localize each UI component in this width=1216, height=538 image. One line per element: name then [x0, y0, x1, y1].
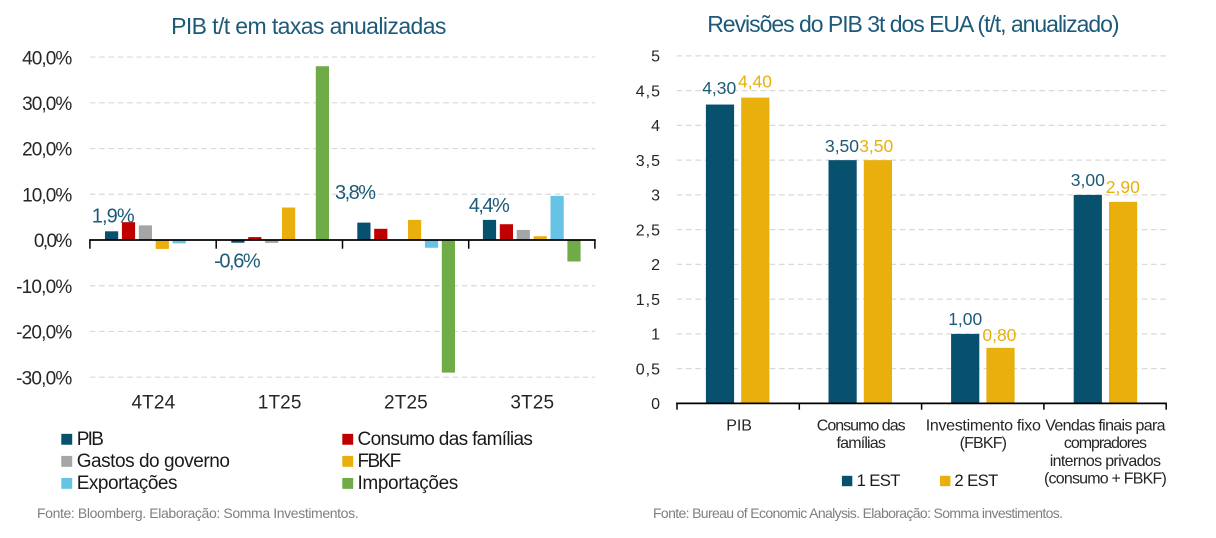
- svg-text:3,50: 3,50: [859, 136, 893, 156]
- svg-text:3: 3: [651, 188, 660, 205]
- svg-text:1,9%: 1,9%: [92, 205, 135, 227]
- svg-text:4: 4: [651, 118, 660, 135]
- svg-text:0: 0: [651, 396, 660, 413]
- svg-text:-10,0%: -10,0%: [16, 277, 72, 298]
- svg-text:famílias: famílias: [837, 435, 886, 452]
- svg-text:10,0%: 10,0%: [22, 185, 72, 206]
- svg-text:FBKF: FBKF: [358, 451, 402, 472]
- svg-text:Investimento fixo: Investimento fixo: [926, 417, 1041, 434]
- svg-text:1 EST: 1 EST: [857, 471, 901, 490]
- svg-text:0,5: 0,5: [636, 361, 660, 378]
- svg-text:-20,0%: -20,0%: [16, 323, 72, 344]
- svg-text:40,0%: 40,0%: [22, 48, 72, 69]
- svg-text:1,5: 1,5: [636, 292, 660, 309]
- svg-text:(FBKF): (FBKF): [960, 435, 1007, 452]
- svg-text:2: 2: [651, 257, 660, 274]
- svg-text:PIB t/t em taxas anualizadas: PIB t/t em taxas anualizadas: [171, 13, 446, 39]
- svg-text:3,50: 3,50: [825, 136, 859, 156]
- svg-text:PIB: PIB: [77, 429, 104, 450]
- svg-text:30,0%: 30,0%: [22, 94, 72, 115]
- svg-text:-0,6%: -0,6%: [214, 250, 261, 272]
- svg-text:5: 5: [651, 49, 660, 66]
- svg-text:0,0%: 0,0%: [34, 231, 72, 252]
- svg-text:compradores: compradores: [1064, 435, 1147, 452]
- svg-text:Consumo das famílias: Consumo das famílias: [358, 429, 533, 450]
- svg-text:4,40: 4,40: [738, 72, 772, 92]
- svg-text:(consumo + FBKF): (consumo + FBKF): [1044, 471, 1167, 488]
- svg-text:Importações: Importações: [358, 473, 459, 494]
- svg-text:2,90: 2,90: [1106, 177, 1140, 197]
- svg-text:3,5: 3,5: [636, 153, 660, 170]
- svg-text:3,8%: 3,8%: [335, 182, 376, 204]
- svg-text:Fonte: Bloomberg. Elaboração:: Fonte: Bloomberg. Elaboração: Somma Inve…: [37, 505, 359, 521]
- svg-text:4,5: 4,5: [636, 83, 660, 100]
- svg-text:2 EST: 2 EST: [954, 471, 998, 490]
- svg-text:2,5: 2,5: [636, 222, 660, 239]
- svg-text:Consumo das: Consumo das: [817, 417, 906, 434]
- svg-text:Fonte: Bureau of Economic Anal: Fonte: Bureau of Economic Analysis. Elab…: [653, 505, 1063, 521]
- svg-text:0,80: 0,80: [982, 325, 1016, 345]
- svg-text:PIB: PIB: [726, 417, 752, 434]
- svg-text:20,0%: 20,0%: [22, 140, 72, 161]
- svg-text:3T25: 3T25: [510, 393, 554, 414]
- svg-text:internos privados: internos privados: [1050, 453, 1161, 470]
- svg-text:4,30: 4,30: [702, 78, 736, 98]
- svg-text:Vendas finais para: Vendas finais para: [1045, 417, 1165, 434]
- svg-text:-30,0%: -30,0%: [16, 368, 72, 389]
- svg-text:3,00: 3,00: [1071, 170, 1105, 190]
- svg-text:Gastos do governo: Gastos do governo: [77, 451, 230, 472]
- svg-text:Revisões do PIB 3t dos EUA (t/: Revisões do PIB 3t dos EUA (t/t, anualiz…: [707, 11, 1119, 37]
- svg-text:Exportações: Exportações: [77, 473, 178, 494]
- svg-text:1: 1: [651, 327, 660, 344]
- svg-text:1,00: 1,00: [948, 309, 982, 329]
- svg-text:1T25: 1T25: [258, 393, 302, 414]
- svg-text:4,4%: 4,4%: [469, 195, 510, 217]
- svg-text:4T24: 4T24: [131, 393, 175, 414]
- svg-text:2T25: 2T25: [384, 393, 428, 414]
